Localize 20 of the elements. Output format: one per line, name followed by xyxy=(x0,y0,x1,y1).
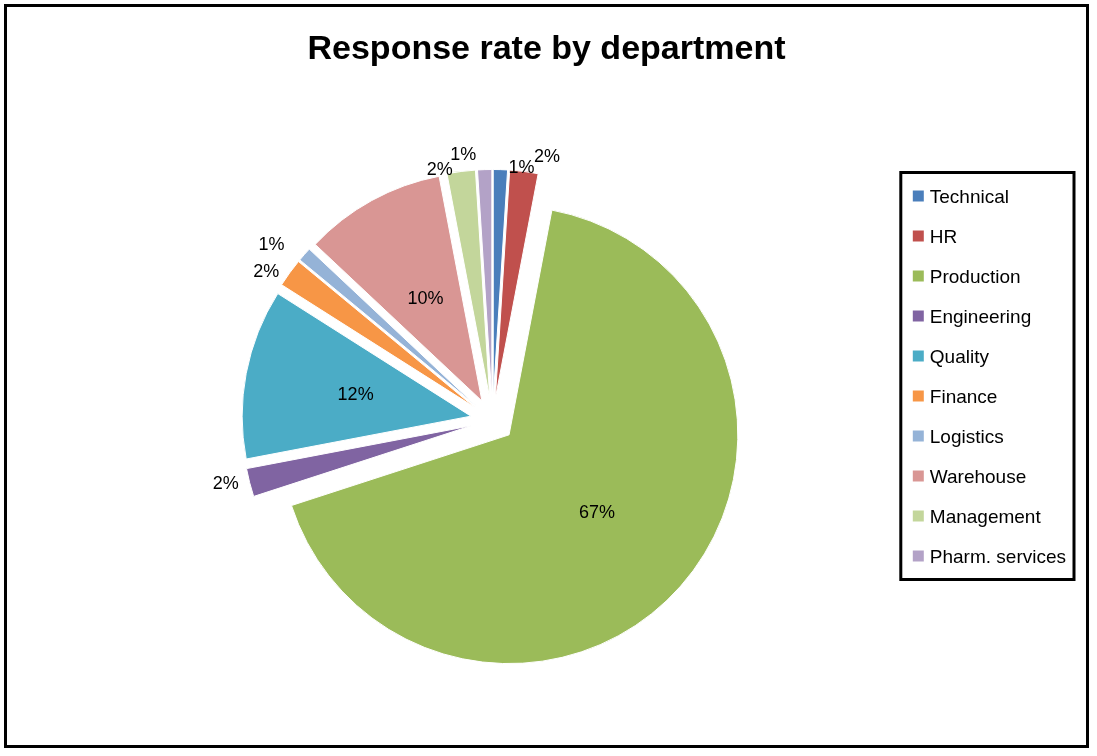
data-label: 1% xyxy=(508,156,535,177)
legend-label: Pharm. services xyxy=(929,545,1066,567)
data-label: 1% xyxy=(450,143,477,164)
legend-label: Technical xyxy=(929,185,1010,207)
chart-title: Response rate by department xyxy=(307,28,786,66)
legend-label: Logistics xyxy=(929,425,1004,447)
legend-label: Finance xyxy=(929,385,998,407)
data-label: 10% xyxy=(407,288,444,309)
legend-label: HR xyxy=(929,225,958,247)
legend-label: Engineering xyxy=(929,305,1032,327)
data-label: 12% xyxy=(337,384,374,405)
data-label: 2% xyxy=(212,473,239,494)
data-label: 2% xyxy=(253,261,280,282)
data-label: 67% xyxy=(579,502,616,523)
data-label: 1% xyxy=(258,233,285,254)
legend-label: Management xyxy=(929,505,1042,527)
data-label: 2% xyxy=(533,145,560,166)
legend-label: Production xyxy=(929,265,1021,287)
legend-label: Quality xyxy=(929,345,990,367)
legend-label: Warehouse xyxy=(929,465,1027,487)
